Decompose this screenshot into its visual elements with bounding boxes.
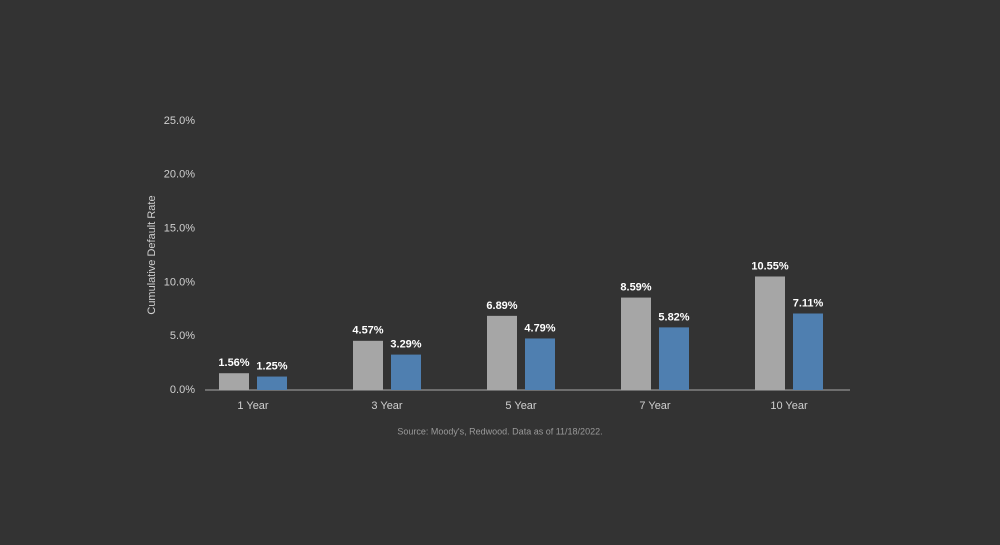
x-tick-label: 7 Year — [639, 400, 671, 412]
bar — [659, 327, 689, 390]
value-label: 4.57% — [352, 325, 383, 337]
value-label: 6.89% — [486, 300, 517, 312]
bar — [257, 376, 287, 390]
value-label: 1.25% — [256, 360, 287, 372]
value-label: 8.59% — [620, 281, 651, 293]
bar — [353, 340, 383, 390]
bar — [391, 354, 421, 390]
value-label: 4.79% — [524, 322, 555, 334]
value-label: 7.11% — [793, 297, 824, 309]
bar — [219, 373, 249, 390]
bar — [621, 297, 651, 390]
y-axis-label: Cumulative Default Rate — [146, 195, 158, 314]
source-note: Source: Moody's, Redwood. Data as of 11/… — [397, 426, 602, 436]
bar — [793, 313, 823, 390]
x-tick-label: 10 Year — [770, 400, 808, 412]
value-label: 5.82% — [658, 311, 689, 323]
y-tick-label: 25.0% — [164, 115, 195, 127]
y-tick-label: 15.0% — [164, 223, 195, 235]
x-tick-label: 5 Year — [505, 400, 537, 412]
bar — [755, 276, 785, 390]
value-label: 3.29% — [390, 339, 421, 351]
y-tick-label: 10.0% — [164, 276, 195, 288]
y-tick-label: 20.0% — [164, 169, 195, 181]
bar — [525, 338, 555, 390]
value-label: 1.56% — [218, 357, 249, 369]
y-tick-label: 5.0% — [170, 330, 195, 342]
value-label: 10.55% — [751, 260, 789, 272]
bar — [487, 315, 517, 390]
x-tick-label: 1 Year — [237, 400, 269, 412]
y-tick-label: 0.0% — [170, 384, 195, 396]
x-tick-label: 3 Year — [371, 400, 403, 412]
